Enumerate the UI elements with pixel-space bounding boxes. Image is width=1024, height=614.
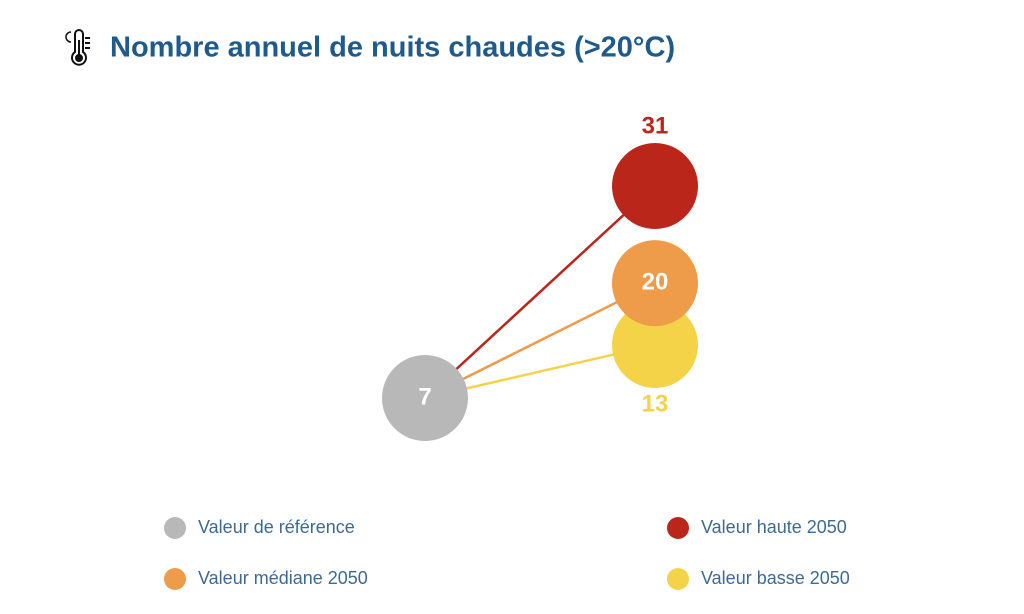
value-label: 13	[642, 390, 669, 417]
legend-swatch	[667, 517, 689, 539]
dot	[382, 355, 468, 441]
legend-swatch	[164, 517, 186, 539]
legend-label: Valeur basse 2050	[701, 568, 850, 588]
value-label: 31	[642, 112, 669, 139]
chart-title: Nombre annuel de nuits chaudes (>20°C)	[110, 32, 675, 64]
value-label: 7	[418, 383, 431, 410]
connector	[424, 185, 656, 399]
value-label: 20	[642, 269, 669, 296]
dot	[612, 143, 698, 229]
legend-label: Valeur de référence	[198, 517, 355, 537]
dot	[612, 240, 698, 327]
legend-swatch	[164, 568, 186, 590]
legend-label: Valeur haute 2050	[701, 517, 847, 537]
thermometer-icon	[65, 29, 90, 66]
legend-swatch	[667, 568, 689, 590]
dot	[612, 302, 698, 388]
legend-label: Valeur médiane 2050	[198, 568, 368, 588]
